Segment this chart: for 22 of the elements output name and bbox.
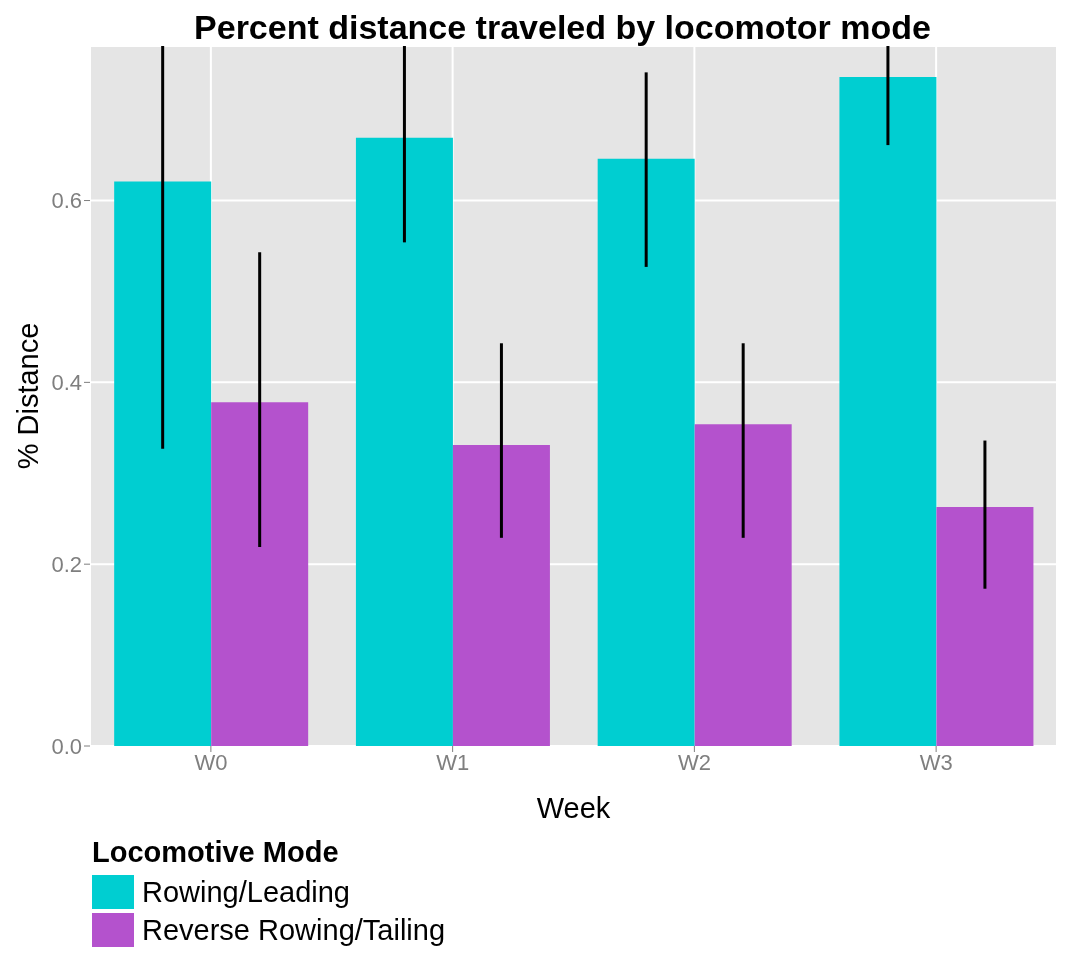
x-axis-title: Week xyxy=(536,792,611,824)
bar xyxy=(694,424,792,746)
y-tick-label: 0.4 xyxy=(51,370,82,396)
y-tick-label: 0.6 xyxy=(51,188,82,214)
bar xyxy=(936,506,1034,746)
legend-label: Reverse Rowing/Tailing xyxy=(142,913,446,947)
bar xyxy=(355,137,453,746)
x-tick-label: W0 xyxy=(194,749,228,775)
y-tick-label: 0.0 xyxy=(51,733,82,759)
bar xyxy=(211,402,309,746)
bar xyxy=(452,445,550,746)
x-tick-label: W2 xyxy=(677,749,711,775)
y-tick-label: 0.2 xyxy=(51,551,82,577)
y-axis-title: % Distance xyxy=(12,322,45,470)
x-tick-label: W3 xyxy=(919,749,953,775)
legend-title: Locomotive Mode xyxy=(92,836,340,869)
chart-title: Percent distance traveled by locomotor mode xyxy=(193,8,932,46)
bar xyxy=(597,158,695,746)
x-tick-label: W1 xyxy=(436,749,470,775)
legend-label: Rowing/Leading xyxy=(142,875,350,909)
bar xyxy=(839,76,937,746)
bar xyxy=(114,181,212,746)
